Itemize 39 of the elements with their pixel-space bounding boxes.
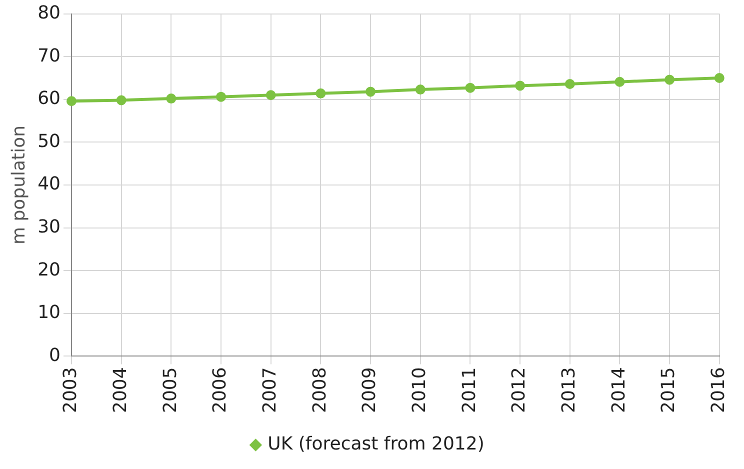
- x-tick-label: 2014: [608, 367, 630, 414]
- x-tick-label: 2007: [260, 367, 281, 414]
- x-tick-label: 2011: [458, 367, 480, 414]
- point: [166, 94, 176, 104]
- x-tick-label: 2005: [160, 367, 181, 414]
- y-tick-label: 80: [38, 2, 61, 24]
- x-tick-label: 2013: [558, 367, 580, 414]
- point: [366, 86, 376, 97]
- x-tick-label: 2008: [309, 367, 330, 414]
- x-tick-label: 2003: [60, 367, 82, 414]
- point: [614, 76, 625, 87]
- point: [465, 82, 476, 93]
- point: [564, 78, 575, 89]
- x-tick-label: 2006: [210, 367, 231, 414]
- point: [714, 73, 724, 83]
- point: [266, 90, 276, 100]
- x-tick-label: 2012: [508, 367, 530, 414]
- x-tick-label: 2004: [110, 367, 132, 414]
- y-axis-title: m population: [8, 125, 30, 245]
- point: [216, 92, 226, 102]
- x-tick-label: 2015: [658, 367, 680, 414]
- y-tick-label: 60: [38, 88, 61, 110]
- y-tick-label: 0: [49, 344, 61, 366]
- y-tick-label: 10: [38, 302, 61, 324]
- point: [415, 84, 426, 95]
- y-tick-label: 70: [38, 45, 61, 66]
- x-tick-label: 2016: [708, 367, 730, 414]
- legend-label: UK (forecast from 2012): [268, 434, 484, 455]
- point: [515, 80, 526, 91]
- y-tick-label: 50: [38, 130, 61, 152]
- point: [66, 96, 77, 106]
- y-tick-label: 40: [38, 174, 61, 195]
- y-tick-label: 20: [38, 259, 61, 280]
- point: [664, 74, 675, 85]
- x-tick-label: 2010: [409, 367, 430, 414]
- point: [316, 88, 326, 98]
- x-tick-label: 2009: [359, 367, 380, 414]
- point: [116, 95, 126, 106]
- y-tick-label: 30: [38, 216, 61, 238]
